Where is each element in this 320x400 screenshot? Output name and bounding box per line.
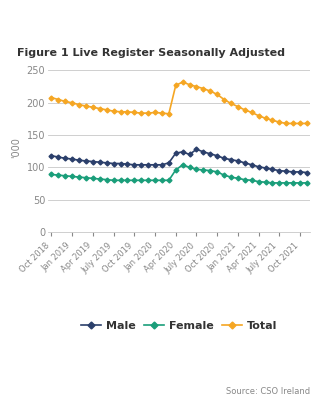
Text: Source: CSO Ireland: Source: CSO Ireland [226,387,310,396]
Y-axis label: '000: '000 [11,138,21,158]
Legend: Male, Female, Total: Male, Female, Total [77,316,282,336]
Text: Figure 1 Live Register Seasonally Adjusted: Figure 1 Live Register Seasonally Adjust… [17,48,284,58]
